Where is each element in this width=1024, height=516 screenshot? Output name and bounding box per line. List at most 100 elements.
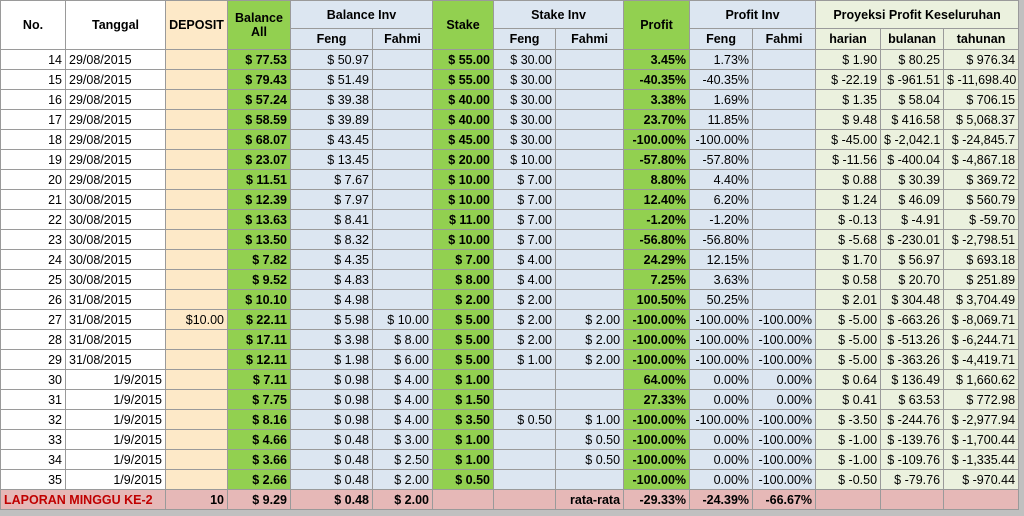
cell: 26 — [0, 289, 66, 310]
cell: $ 2.00 — [371, 469, 434, 490]
cell — [493, 449, 557, 470]
cell: $ 5.00 — [432, 309, 495, 330]
cell — [165, 429, 228, 450]
cell: $ -5.68 — [815, 229, 882, 250]
cell: $ 1.98 — [290, 349, 373, 370]
cell — [555, 229, 625, 250]
cell: 100.50% — [623, 289, 691, 310]
cell — [371, 149, 434, 170]
cell: $ 58.59 — [227, 109, 291, 130]
cell: $ 1.70 — [815, 249, 882, 270]
cell: $ 80.25 — [880, 49, 945, 70]
cell — [371, 189, 434, 210]
row: 24 30/08/2015 $ 7.82 $ 4.35 $ 7.00 $ 4.00 24.2… — [0, 249, 1020, 270]
header: Stake Inv — [493, 0, 625, 29]
cell: $ 68.07 — [227, 129, 291, 150]
row: 17 29/08/2015 $ 58.59 $ 39.89 $ 40.00 $ 30.00… — [0, 109, 1020, 130]
cell: $ 11.51 — [227, 169, 291, 190]
cell: $ 2.50 — [371, 449, 434, 470]
cell: 0.00% — [752, 389, 817, 410]
cell: $ 13.50 — [227, 229, 291, 250]
cell — [165, 469, 228, 490]
cell: $ 0.88 — [815, 169, 882, 190]
cell: 20 — [0, 169, 66, 190]
cell: 35 — [0, 469, 66, 490]
cell: $ 8.16 — [227, 409, 291, 430]
cell: $ 50.97 — [290, 49, 373, 70]
cell: $ 416.58 — [880, 109, 945, 130]
cell: -56.80% — [623, 229, 691, 250]
cell: 12.40% — [623, 189, 691, 210]
cell: $ 1.50 — [432, 389, 495, 410]
cell: 29/08/2015 — [65, 109, 166, 130]
cell — [752, 209, 817, 230]
cell: -100.00% — [623, 449, 691, 470]
cell: 3.38% — [623, 89, 691, 110]
cell: $ 7.67 — [290, 169, 373, 190]
cell: $ 2.66 — [227, 469, 291, 490]
cell — [165, 69, 228, 90]
cell: $ -6,244.71 — [943, 329, 1020, 350]
cell: 17 — [0, 109, 66, 130]
cell: $10.00 — [165, 309, 228, 330]
cell: $ 57.24 — [227, 89, 291, 110]
cell: 1/9/2015 — [65, 469, 166, 490]
cell: $ -4,867.18 — [943, 149, 1020, 170]
cell — [752, 249, 817, 270]
cell: $ 11.00 — [432, 209, 495, 230]
cell: $ 4.83 — [290, 269, 373, 290]
cell: 1/9/2015 — [65, 369, 166, 390]
cell: $ 2.00 — [493, 329, 557, 350]
cell: $ 13.63 — [227, 209, 291, 230]
cell — [371, 249, 434, 270]
cell: 12.15% — [689, 249, 754, 270]
subheader: bulanan — [880, 28, 945, 50]
cell: $ 4.00 — [493, 269, 557, 290]
cell — [165, 269, 228, 290]
cell — [752, 169, 817, 190]
cell — [493, 429, 557, 450]
cell — [371, 289, 434, 310]
cell: $ 1.00 — [432, 369, 495, 390]
cell: $ 2.00 — [432, 289, 495, 310]
cell: $ 706.15 — [943, 89, 1020, 110]
cell: 27.33% — [623, 389, 691, 410]
cell: $ 1,660.62 — [943, 369, 1020, 390]
cell: 3.63% — [689, 269, 754, 290]
cell: $ -139.76 — [880, 429, 945, 450]
cell: -100.00% — [752, 349, 817, 370]
cell — [752, 129, 817, 150]
cell: 50.25% — [689, 289, 754, 310]
summary-cell: -66.67% — [752, 489, 817, 510]
cell: $ 560.79 — [943, 189, 1020, 210]
row: 34 1/9/2015 $ 3.66 $ 0.48 $ 2.50 $ 1.00 $ 0.50… — [0, 449, 1020, 470]
cell: 1/9/2015 — [65, 429, 166, 450]
cell — [752, 189, 817, 210]
cell — [555, 169, 625, 190]
cell: -100.00% — [689, 309, 754, 330]
cell — [555, 89, 625, 110]
cell: $ 4.66 — [227, 429, 291, 450]
cell: $ 0.41 — [815, 389, 882, 410]
cell: 30/08/2015 — [65, 249, 166, 270]
summary-cell: -29.33% — [623, 489, 691, 510]
cell: $ 3.66 — [227, 449, 291, 470]
cell: 27 — [0, 309, 66, 330]
cell: $ 7.00 — [493, 209, 557, 230]
cell — [165, 289, 228, 310]
summary-cell: $ 2.00 — [371, 489, 434, 510]
cell: $ -22.19 — [815, 69, 882, 90]
cell: $ -0.13 — [815, 209, 882, 230]
cell: 30/08/2015 — [65, 189, 166, 210]
cell — [555, 209, 625, 230]
cell: $ 39.38 — [290, 89, 373, 110]
cell — [165, 209, 228, 230]
cell: 30/08/2015 — [65, 229, 166, 250]
cell: 18 — [0, 129, 66, 150]
cell — [165, 149, 228, 170]
cell: -100.00% — [623, 469, 691, 490]
cell: $ 7.82 — [227, 249, 291, 270]
cell: $ 7.75 — [227, 389, 291, 410]
cell: -1.20% — [689, 209, 754, 230]
cell: $ 30.00 — [493, 129, 557, 150]
